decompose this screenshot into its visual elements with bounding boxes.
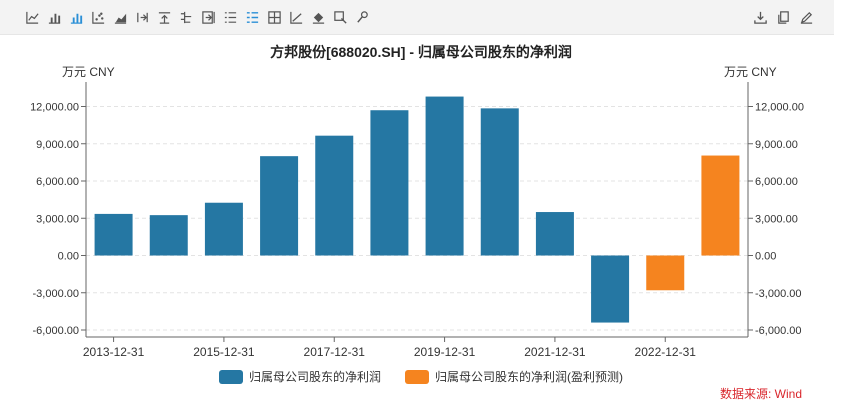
align-right-icon[interactable] bbox=[200, 9, 216, 25]
bar-actual-2013-12-31 bbox=[94, 213, 133, 256]
bar-stack-icon[interactable] bbox=[178, 9, 194, 25]
bar-actual-2018-12-31 bbox=[370, 110, 409, 256]
wrench-icon[interactable] bbox=[354, 9, 370, 25]
bar-actual-2020-12-31 bbox=[480, 108, 519, 256]
x-tick-label: 2019-12-31 bbox=[414, 345, 476, 359]
x-tick-label: 2022-12-31 bbox=[635, 345, 697, 359]
y-tick-label-left: 12,000.00 bbox=[30, 102, 79, 114]
y-tick-label-left: 3,000.00 bbox=[36, 213, 79, 225]
bar-forecast-2023-12-31 bbox=[646, 255, 685, 291]
data-source: 数据来源: Wind bbox=[720, 387, 803, 401]
legend-label-forecast: 归属母公司股东的净利润(盈利预测) bbox=[435, 370, 623, 384]
download-icon[interactable] bbox=[752, 9, 768, 25]
y-tick-label-left: -3,000.00 bbox=[33, 288, 79, 300]
bar-actual-2022-12-31 bbox=[591, 255, 630, 323]
edit-icon[interactable] bbox=[798, 9, 814, 25]
align-top-icon[interactable] bbox=[156, 9, 172, 25]
chart-title: 方邦股份[688020.SH] - 归属母公司股东的净利润 bbox=[270, 44, 572, 60]
bar-actual-2017-12-31 bbox=[315, 135, 354, 256]
y-tick-label-left: 9,000.00 bbox=[36, 139, 79, 151]
bar-forecast-2024-12-31 bbox=[701, 155, 740, 256]
table-grid-icon[interactable] bbox=[266, 9, 282, 25]
y-tick-label-left: 0.00 bbox=[58, 251, 79, 263]
right-axis-unit: 万元 CNY bbox=[724, 65, 777, 79]
bar-actual-2021-12-31 bbox=[535, 212, 574, 256]
chart-toolbar bbox=[0, 0, 834, 35]
bar-actual-2014-12-31 bbox=[149, 215, 188, 256]
bar-actual-2015-12-31 bbox=[204, 202, 243, 256]
fill-bucket-icon[interactable] bbox=[310, 9, 326, 25]
y-tick-label-right: 6,000.00 bbox=[755, 176, 798, 188]
bar-chart-icon[interactable] bbox=[46, 9, 62, 25]
y-tick-label-right: 3,000.00 bbox=[755, 213, 798, 225]
legend-label-actual: 归属母公司股东的净利润 bbox=[248, 370, 381, 384]
chart-legend: 归属母公司股东的净利润 归属母公司股东的净利润(盈利预测) bbox=[0, 368, 842, 385]
legend-swatch-actual bbox=[218, 369, 243, 384]
x-tick-label: 2017-12-31 bbox=[304, 345, 366, 359]
y-tick-label-right: 0.00 bbox=[755, 251, 776, 263]
zoom-icon[interactable] bbox=[332, 9, 348, 25]
area-chart-icon[interactable] bbox=[112, 9, 128, 25]
legend-swatch-forecast bbox=[405, 369, 429, 384]
y-tick-label-right: -3,000.00 bbox=[755, 288, 801, 300]
y-tick-label-left: -6,000.00 bbox=[33, 325, 79, 337]
left-axis-unit: 万元 CNY bbox=[62, 65, 115, 79]
y-tick-label-left: 6,000.00 bbox=[36, 176, 79, 188]
line-chart-icon[interactable] bbox=[24, 9, 40, 25]
bar-chart-active-icon[interactable] bbox=[68, 9, 84, 25]
trend-line-icon[interactable] bbox=[288, 9, 304, 25]
copy-icon[interactable] bbox=[775, 9, 791, 25]
y-tick-label-right: 9,000.00 bbox=[755, 139, 798, 151]
list-lines-icon[interactable] bbox=[222, 9, 238, 25]
x-tick-label: 2013-12-31 bbox=[83, 345, 145, 359]
list-active-icon[interactable] bbox=[244, 9, 260, 25]
scatter-chart-icon[interactable] bbox=[90, 9, 106, 25]
legend-item-forecast[interactable]: 归属母公司股东的净利润(盈利预测) bbox=[405, 368, 623, 385]
legend-item-actual[interactable]: 归属母公司股东的净利润 bbox=[218, 368, 381, 385]
x-tick-label: 2021-12-31 bbox=[524, 345, 586, 359]
y-tick-label-right: -6,000.00 bbox=[755, 325, 801, 337]
x-tick-label: 2015-12-31 bbox=[193, 345, 255, 359]
step-line-icon[interactable] bbox=[134, 9, 150, 25]
bar-actual-2016-12-31 bbox=[260, 156, 299, 256]
bar-actual-2019-12-31 bbox=[425, 96, 464, 256]
y-tick-label-right: 12,000.00 bbox=[755, 102, 804, 114]
